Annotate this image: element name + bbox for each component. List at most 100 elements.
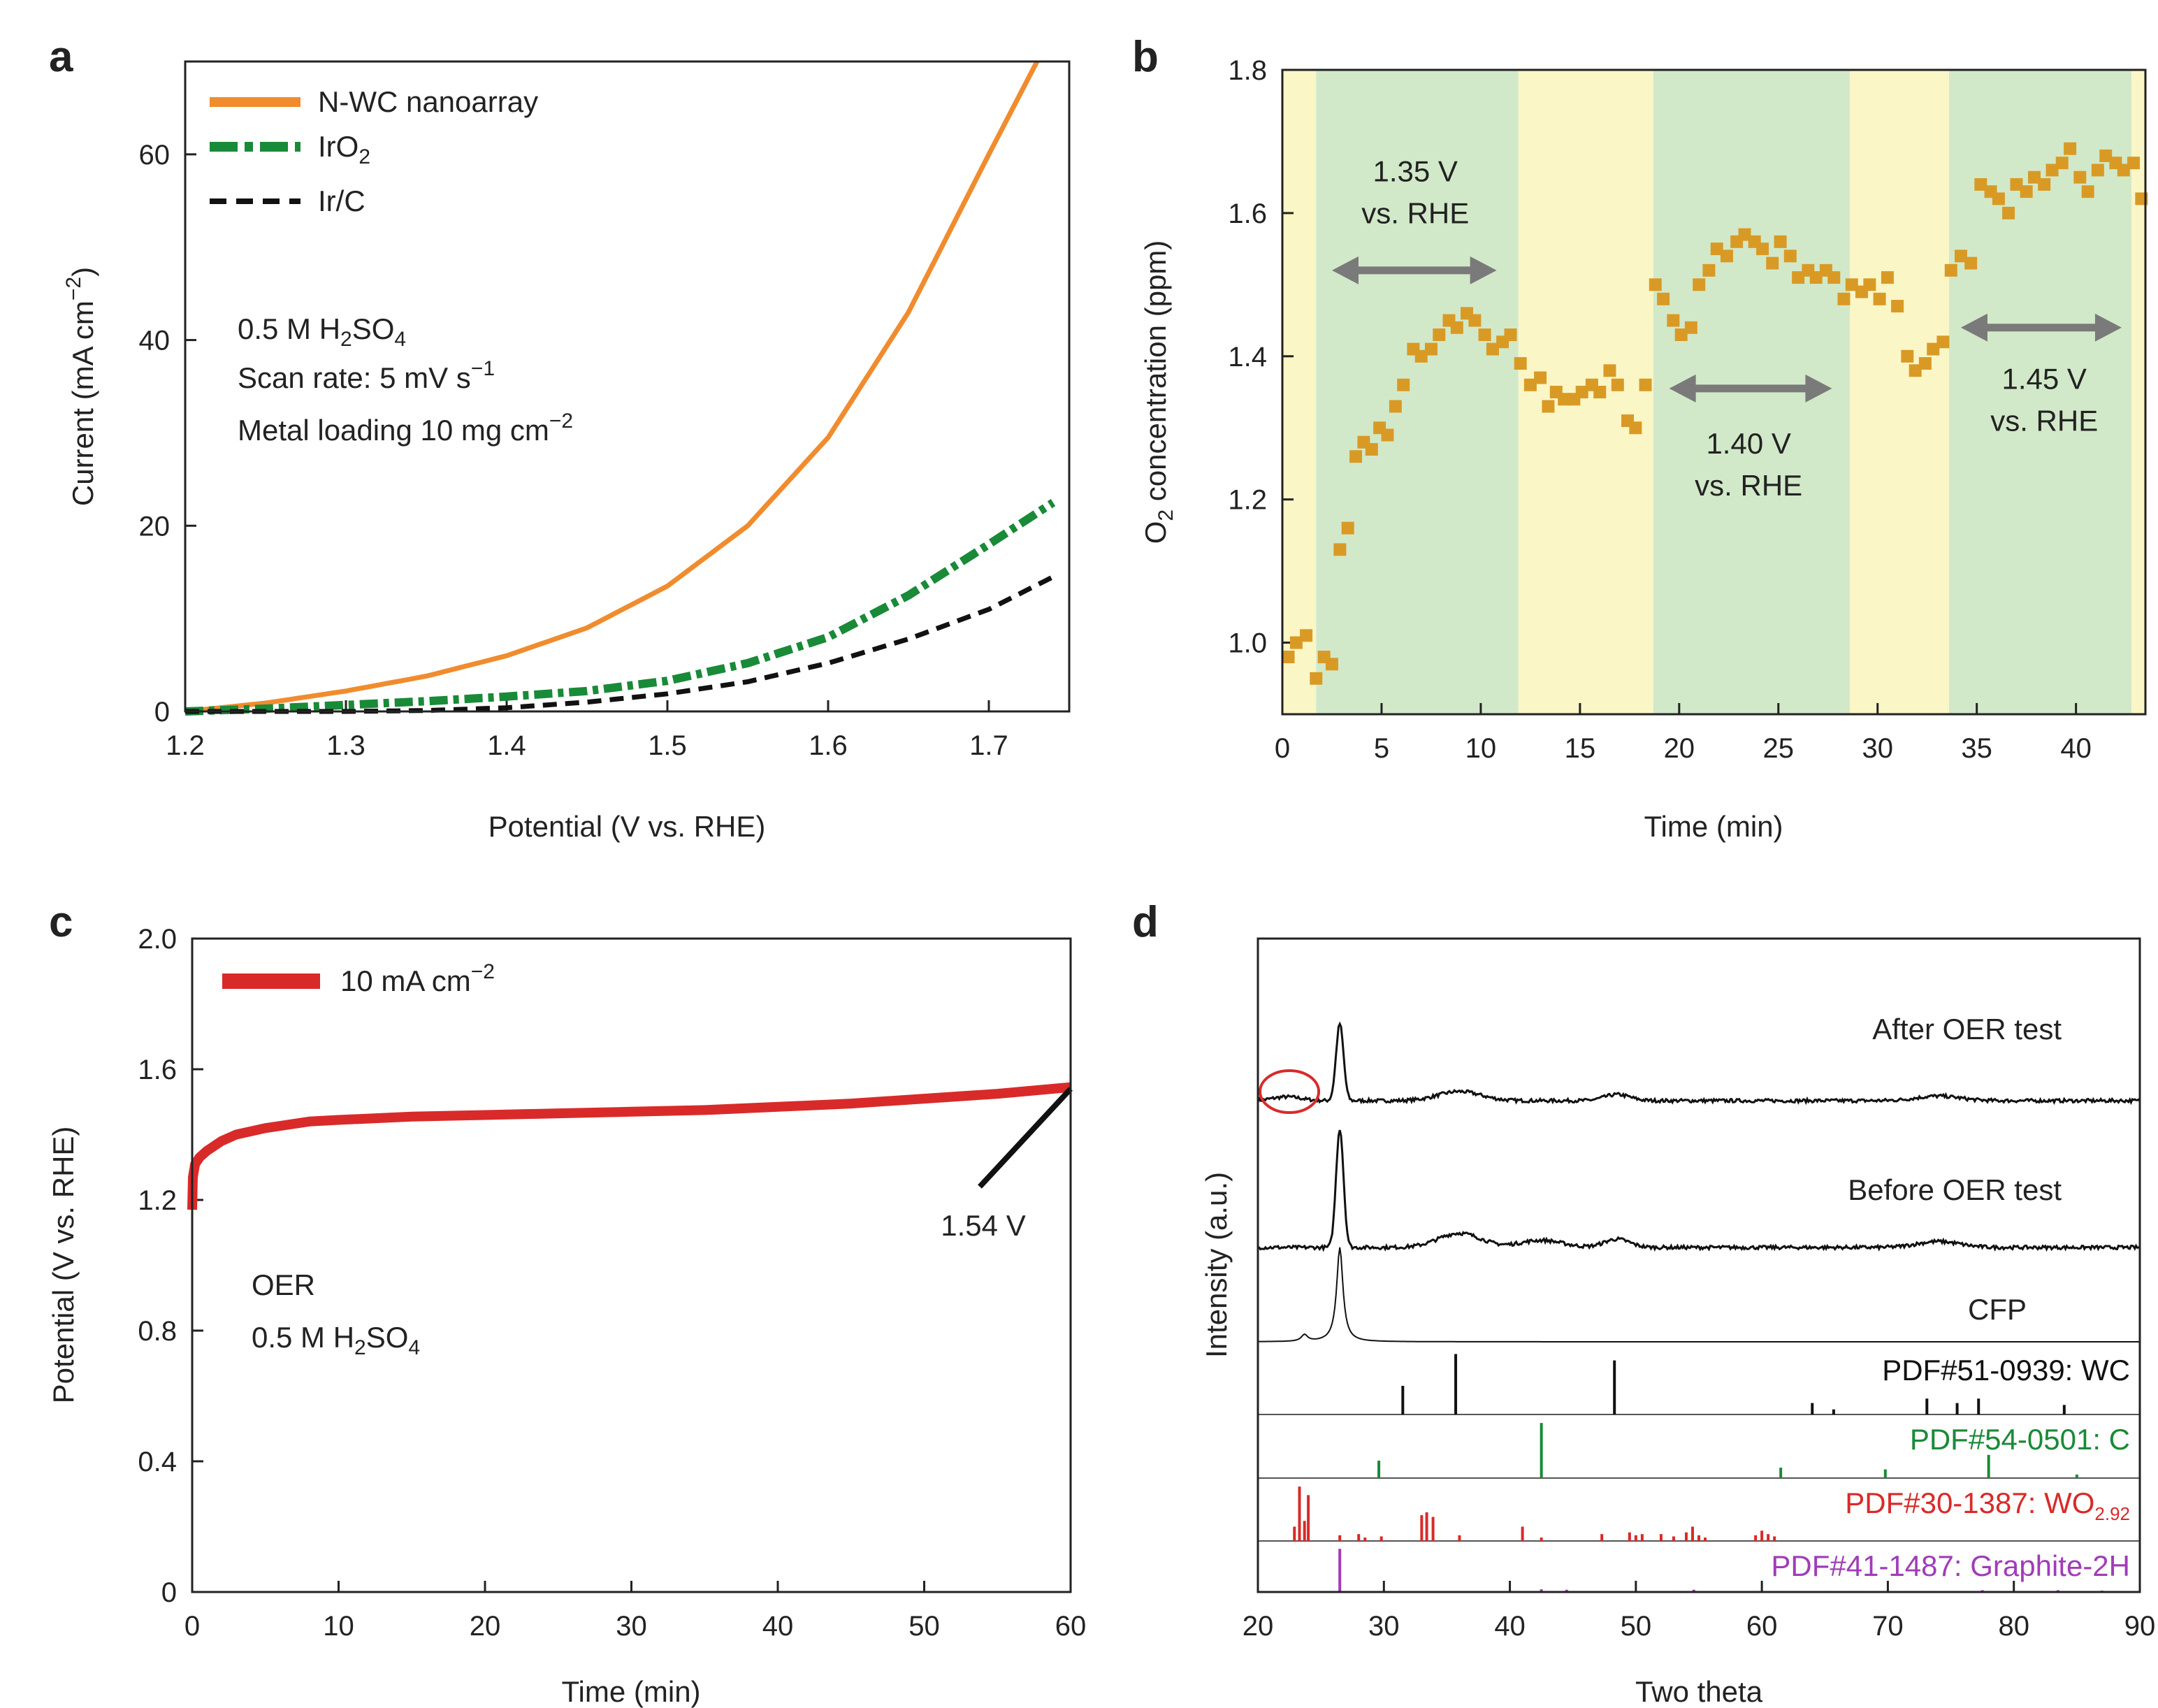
data-point	[1558, 393, 1571, 406]
x-tick-label-d: 50	[1621, 1611, 1652, 1642]
x-tick-label-b: 35	[1961, 733, 1992, 764]
data-point	[1756, 243, 1769, 256]
x-tick-label-b: 30	[1862, 733, 1893, 764]
legend-label-irc: Ir/C	[318, 184, 365, 217]
data-point	[1927, 342, 1940, 356]
data-point	[1333, 543, 1347, 556]
data-point	[1792, 271, 1805, 284]
trace-label: Before OER test	[1848, 1173, 2062, 1206]
data-point	[1684, 321, 1697, 334]
data-point	[1766, 256, 1779, 270]
data-point	[1649, 278, 1662, 291]
y-tick-label-c: 1.2	[138, 1185, 177, 1216]
y-axis-label-a: Current (mA cm−2)	[62, 267, 99, 506]
condition-scan-rate: Scan rate: 5 mV s−1	[238, 357, 495, 394]
data-point	[1674, 328, 1688, 342]
data-point	[1365, 442, 1378, 456]
x-tick-label-a: 1.7	[969, 730, 1008, 761]
data-point	[2081, 185, 2094, 198]
xrd-trace	[1257, 1247, 2140, 1342]
x-tick-label-b: 5	[1374, 733, 1389, 764]
data-point	[2117, 164, 2130, 177]
legend-label-c: 10 mA cm−2	[340, 960, 495, 997]
x-tick-label-b: 0	[1275, 733, 1290, 764]
data-point	[1468, 314, 1482, 327]
data-point	[2099, 149, 2113, 162]
data-point	[1738, 228, 1751, 241]
data-point	[1863, 278, 1876, 291]
data-point	[1629, 421, 1642, 435]
y-tick-label-c: 0	[161, 1577, 177, 1608]
y-tick-label-b: 1.8	[1228, 55, 1267, 86]
data-point	[1325, 658, 1338, 671]
data-point	[2002, 206, 2015, 219]
panel-label-d: d	[1132, 898, 1159, 946]
background-band-green	[1316, 70, 1519, 714]
data-point	[2038, 178, 2051, 191]
data-point	[1639, 378, 1652, 391]
data-point	[1414, 349, 1428, 363]
data-point	[1300, 629, 1313, 642]
y-axis-label-b: O2 concentration (ppm)	[1139, 240, 1178, 544]
double-arrow-head-left	[1331, 256, 1359, 284]
data-point	[1845, 278, 1858, 291]
data-point	[1611, 378, 1624, 391]
y-tick-label-a: 40	[139, 326, 171, 356]
x-tick-label-c: 40	[762, 1611, 794, 1642]
legend-a: N-WC nanoarray IrO2 Ir/C	[210, 85, 538, 217]
panel-label-a: a	[49, 33, 73, 81]
voltage-label-reference: vs. RHE	[1695, 469, 1802, 502]
voltage-label: 1.40 V	[1706, 427, 1790, 460]
x-tick-label-a: 1.5	[648, 730, 687, 761]
data-point	[1542, 400, 1555, 413]
series-line-irc	[185, 574, 1055, 714]
x-tick-label-b: 10	[1465, 733, 1497, 764]
conditions-c: OER 0.5 M H2SO4	[252, 1268, 420, 1359]
y-tick-label-a: 60	[139, 140, 171, 171]
x-tick-label-c: 0	[184, 1611, 200, 1642]
background-band-yellow	[1282, 70, 1317, 714]
data-point	[1827, 271, 1841, 284]
condition-electrolyte-c: 0.5 M H2SO4	[252, 1321, 420, 1359]
trace-label: After OER test	[1872, 1013, 2062, 1045]
highlight-circle	[1259, 1069, 1321, 1114]
data-point	[2010, 178, 2023, 191]
data-point	[2055, 157, 2069, 170]
data-point	[1514, 357, 1527, 370]
double-arrow-head-left	[1960, 313, 1987, 342]
x-tick-label-b: 20	[1664, 733, 1695, 764]
series-line-stability	[187, 1082, 1071, 1210]
data-point	[1424, 342, 1438, 356]
data-point	[1523, 378, 1537, 391]
series-line-iro2	[184, 499, 1056, 716]
data-point	[1909, 364, 1922, 377]
x-tick-label-d: 40	[1494, 1611, 1526, 1642]
data-point	[1992, 192, 2005, 205]
data-point	[1667, 314, 1680, 327]
voltage-label-reference: vs. RHE	[1361, 197, 1469, 230]
double-arrow-head-right	[2094, 313, 2122, 342]
legend-c: 10 mA cm−2	[222, 960, 495, 997]
data-point	[1603, 364, 1616, 377]
panel-label-b: b	[1132, 33, 1159, 81]
x-axis-label-d: Two theta	[1635, 1675, 1763, 1708]
panel-label-c: c	[49, 898, 73, 946]
data-point	[1936, 335, 1950, 349]
y-tick-label-c: 1.6	[138, 1055, 177, 1085]
chart-panel-a: 1.2 1.3 1.4 1.5 1.6 1.7 0 20 40 60 N-WC nanoarray…	[62, 60, 1071, 843]
data-point	[1341, 521, 1354, 535]
data-point	[1710, 243, 1723, 256]
data-point	[1593, 386, 1607, 398]
data-point	[1450, 321, 1463, 334]
x-axis-label-b: Time (min)	[1644, 810, 1783, 843]
data-point	[1381, 428, 1394, 442]
y-tick-label-b: 1.6	[1228, 198, 1267, 229]
double-arrow-head-left	[1669, 374, 1696, 403]
xrd-trace	[1257, 1129, 2141, 1252]
data-point	[1289, 636, 1303, 649]
background-band-yellow	[2131, 70, 2145, 714]
data-point	[2064, 142, 2077, 155]
data-point	[1575, 386, 1588, 398]
data-point	[2020, 185, 2033, 198]
